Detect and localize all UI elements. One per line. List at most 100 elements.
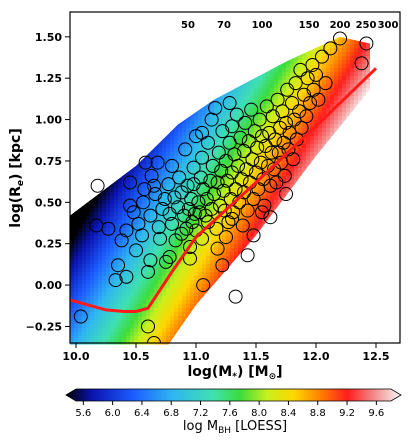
x-tick-label: 11.5: [242, 350, 269, 363]
galaxy-marker: [300, 71, 315, 86]
colorbar-tick-label: 6.8: [163, 408, 179, 419]
y-tick-label: 0.75: [35, 155, 62, 168]
galaxy-marker: [264, 145, 279, 160]
galaxy-marker: [90, 178, 105, 193]
galaxy-marker: [161, 177, 176, 192]
galaxy-marker: [246, 192, 261, 207]
galaxy-marker: [315, 49, 329, 64]
galaxy-marker: [281, 142, 296, 157]
colorbar-tick-label: 8.0: [251, 408, 267, 419]
galaxy-marker: [213, 198, 227, 213]
galaxy-marker: [172, 170, 187, 185]
galaxy-marker: [153, 231, 167, 246]
galaxy-marker: [257, 198, 272, 213]
galaxy-marker: [255, 205, 269, 220]
galaxy-marker: [183, 240, 197, 255]
galaxy-marker: [234, 172, 249, 187]
galaxy-marker: [148, 187, 163, 202]
galaxy-marker: [129, 243, 143, 258]
sigma-label-300: 300: [378, 20, 399, 31]
x-axis-label: log(M*) [M⊙]: [187, 364, 282, 382]
galaxy-marker: [299, 109, 314, 124]
galaxy-marker: [191, 195, 206, 210]
galaxy-marker: [180, 178, 195, 193]
galaxy-marker: [265, 109, 280, 124]
galaxy-marker: [228, 289, 243, 304]
galaxy-marker: [288, 76, 303, 91]
galaxy-marker: [165, 216, 179, 231]
y-tick-label: 0.50: [35, 196, 62, 209]
x-tick-label: 10.5: [122, 350, 149, 363]
x-tick-label: 11.0: [182, 350, 209, 363]
galaxy-marker: [222, 96, 237, 111]
galaxy-marker: [359, 36, 374, 51]
galaxy-marker: [240, 248, 255, 263]
sigma-label-70: 70: [217, 20, 231, 31]
galaxy-marker: [185, 215, 200, 230]
plot-frame: [69, 11, 401, 344]
galaxy-marker: [147, 336, 161, 343]
galaxy-marker: [143, 253, 158, 268]
galaxy-marker: [150, 155, 165, 170]
colorbar-tick-label: 8.4: [280, 408, 296, 419]
galaxy-marker: [333, 31, 347, 46]
galaxy-marker: [155, 201, 170, 216]
colorbar-tick-label: 9.6: [368, 408, 384, 419]
galaxy-marker: [195, 150, 209, 165]
sigma-label-200: 200: [330, 20, 351, 31]
galaxy-marker: [203, 173, 218, 188]
galaxy-marker: [292, 104, 307, 119]
galaxy-marker: [279, 187, 293, 202]
galaxy-marker: [286, 152, 301, 167]
colorbar-tick-label: 7.2: [193, 408, 209, 419]
galaxy-marker: [195, 125, 209, 140]
colorbar: 5.6 6.0 6.4 6.8 7.2 7.6 8.0 8.4 8.8 9.2 9.6 log MB…: [65, 388, 402, 436]
galaxy-marker: [143, 208, 158, 223]
colorbar-tick-label: 5.6: [75, 408, 91, 419]
sigma-label-150: 150: [299, 20, 320, 31]
galaxy-marker: [159, 254, 173, 269]
galaxy-marker: [157, 192, 172, 207]
galaxy-marker: [183, 251, 197, 266]
galaxy-marker: [119, 223, 134, 238]
y-axis-ticks: −0.25 0.00 0.25 0.50 0.75 1.00 1.25 1.50: [26, 31, 70, 333]
galaxy-marker: [318, 76, 333, 91]
x-tick-label: 10.0: [62, 350, 89, 363]
galaxy-marker: [73, 309, 88, 324]
galaxy-marker: [199, 192, 214, 207]
x-tick-label: 12.0: [302, 350, 329, 363]
galaxy-marker: [141, 319, 155, 334]
galaxy-marker: [253, 155, 268, 170]
galaxy-marker: [246, 228, 261, 243]
galaxy-marker: [178, 142, 193, 157]
galaxy-marker: [167, 190, 182, 205]
galaxy-marker: [311, 92, 326, 107]
galaxy-marker: [215, 124, 230, 139]
galaxy-marker: [123, 198, 137, 213]
galaxy-marker: [186, 160, 201, 175]
galaxy-marker: [184, 192, 199, 207]
galaxy-marker: [101, 221, 116, 236]
galaxy-marker: [111, 258, 125, 273]
galaxy-marker: [162, 249, 177, 264]
galaxy-marker: [293, 62, 308, 77]
sigma-label-250: 250: [356, 20, 377, 31]
galaxy-marker: [221, 215, 236, 230]
galaxy-marker: [135, 228, 149, 243]
galaxy-marker: [306, 82, 321, 97]
galaxy-marker: [108, 273, 123, 288]
galaxy-marker: [229, 107, 244, 122]
dispersion-labels: 50 70 100 150 200 250 300: [181, 20, 398, 31]
galaxy-marker: [211, 145, 226, 160]
sigma-label-100: 100: [252, 20, 273, 31]
red-relation-curve: [70, 67, 378, 314]
galaxy-marker: [244, 102, 259, 117]
colorbar-ticks: 5.6 6.0 6.4 6.8 7.2 7.6 8.0 8.4 8.8 9.2 9.6: [75, 401, 384, 419]
galaxy-marker: [255, 129, 269, 144]
galaxy-marker: [237, 144, 251, 159]
galaxy-marker: [305, 57, 320, 72]
galaxy-marker: [209, 221, 224, 236]
galaxy-marker: [205, 158, 220, 173]
galaxy-marker: [231, 158, 245, 173]
